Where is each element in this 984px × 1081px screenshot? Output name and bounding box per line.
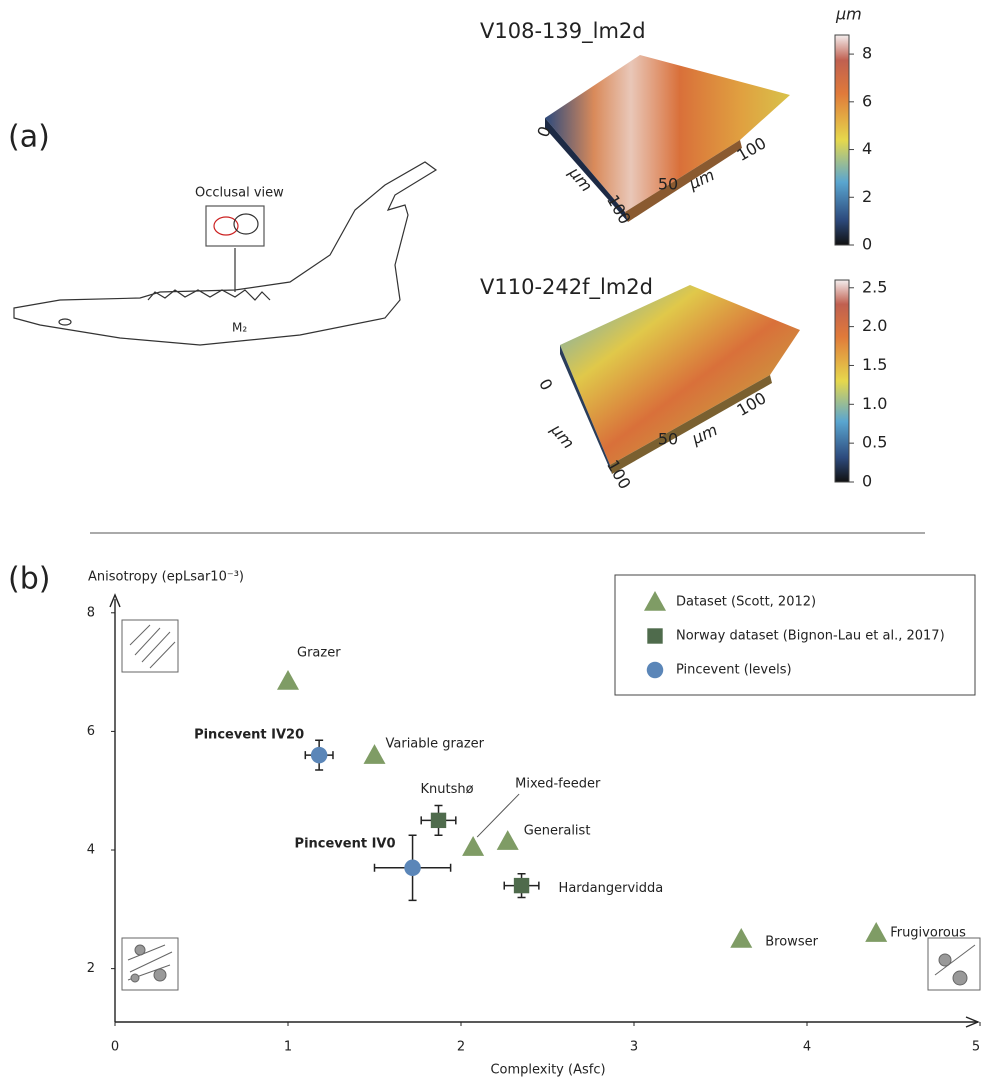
y-axis-label: Anisotropy (epLsar10⁻³) xyxy=(88,570,244,585)
surface-title: V108-139_lm2d xyxy=(480,19,646,44)
colorbar-tick-label: 2.5 xyxy=(862,277,887,296)
point-label: Grazer xyxy=(297,645,341,660)
y-tick-label: 8 xyxy=(87,605,95,620)
circle-marker xyxy=(404,859,421,877)
tooth-label: M₂ xyxy=(232,321,247,335)
surface-axis-label: 0 xyxy=(535,375,557,393)
x-tick-label: 4 xyxy=(803,1040,811,1055)
axis-arrow xyxy=(109,593,121,608)
colorbar-tick-label: 2 xyxy=(862,187,872,206)
triangle-marker xyxy=(363,744,386,764)
axis-arrow xyxy=(965,1016,980,1028)
panel-label: (b) xyxy=(8,562,50,597)
triangle-marker xyxy=(865,922,888,942)
colorbar xyxy=(834,279,850,483)
x-tick-label: 3 xyxy=(630,1040,638,1055)
colorbar-tick-label: 0 xyxy=(862,472,872,491)
circle-marker xyxy=(646,661,664,679)
surface-axis-label: μm xyxy=(547,420,579,453)
surface-axis-label: 50 xyxy=(658,430,678,449)
triangle-marker xyxy=(644,591,666,611)
x-tick-label: 0 xyxy=(111,1040,119,1055)
point-label: Mixed-feeder xyxy=(515,777,601,792)
circle-marker xyxy=(310,746,328,764)
surface-render xyxy=(545,55,800,474)
panel-label: (a) xyxy=(8,120,50,155)
y-tick-label: 2 xyxy=(87,961,95,976)
surface-axis-label: 50 xyxy=(658,175,678,194)
legend-label: Dataset (Scott, 2012) xyxy=(676,595,816,610)
x-tick-label: 1 xyxy=(284,1040,292,1055)
legend-label: Pincevent (levels) xyxy=(676,663,792,678)
surface-title: V110-242f_lm2d xyxy=(480,275,653,300)
leader-line xyxy=(476,793,520,838)
triangle-marker xyxy=(730,927,753,948)
colorbar-tick-label: 6 xyxy=(862,91,872,110)
y-tick-label: 4 xyxy=(87,843,95,858)
mandible-drawing xyxy=(13,161,438,346)
legend-box xyxy=(614,574,976,696)
point-label: Frugivorous xyxy=(890,926,966,941)
occlusal-label: Occlusal view xyxy=(195,186,284,201)
x-tick-label: 5 xyxy=(972,1040,980,1055)
x-axis-label: Complexity (Asfc) xyxy=(490,1063,605,1078)
square-marker xyxy=(647,628,663,644)
colorbar-tick-label: 0 xyxy=(862,235,872,254)
point-label: Browser xyxy=(765,934,818,949)
y-tick-label: 6 xyxy=(87,724,95,739)
point-label: Knutshø xyxy=(421,782,474,797)
point-label: Pincevent IV0 xyxy=(295,836,396,851)
square-marker xyxy=(430,812,447,829)
colorbar xyxy=(834,34,850,246)
point-label: Variable grazer xyxy=(386,737,485,752)
colorbar-tick-label: 8 xyxy=(862,44,872,63)
texture-inset xyxy=(121,619,981,991)
point-label: Hardangervidda xyxy=(559,881,664,896)
triangle-marker xyxy=(496,830,519,850)
colorbar-tick-label: 1.0 xyxy=(862,394,887,413)
square-marker xyxy=(513,877,530,894)
colorbar-tick-label: 4 xyxy=(862,139,872,158)
colorbar-unit: μm xyxy=(835,5,862,24)
legend-label: Norway dataset (Bignon-Lau et al., 2017) xyxy=(676,629,945,644)
point-label: Generalist xyxy=(524,824,591,839)
point-label: Pincevent IV20 xyxy=(194,728,304,743)
colorbar-tick-label: 0.5 xyxy=(862,433,887,452)
triangle-marker xyxy=(462,836,485,856)
colorbar-tick-label: 1.5 xyxy=(862,355,887,374)
x-tick-label: 2 xyxy=(457,1040,465,1055)
colorbar-tick-label: 2.0 xyxy=(862,316,887,335)
triangle-marker xyxy=(277,669,299,690)
